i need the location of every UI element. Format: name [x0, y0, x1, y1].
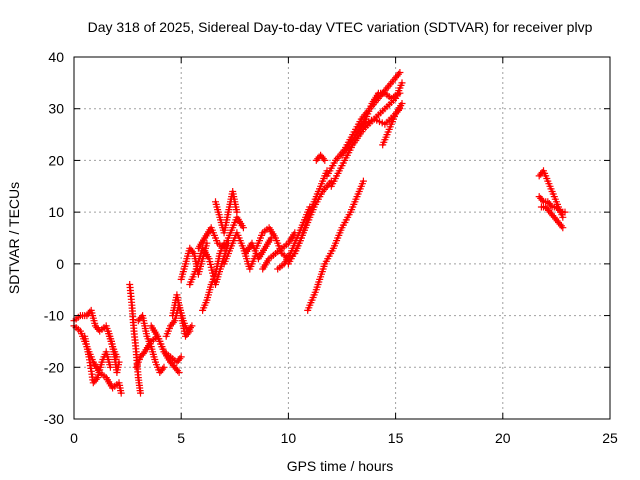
- series-track-22: [291, 167, 331, 257]
- series-track-32: [537, 203, 567, 232]
- series-track-31: [535, 193, 569, 216]
- y-tick-label: 0: [56, 256, 64, 272]
- series-track-5: [126, 281, 144, 397]
- plus-markers: [199, 239, 228, 314]
- series-track-18: [252, 224, 292, 263]
- x-tick-label: 5: [177, 430, 185, 446]
- x-tick-label: 0: [70, 430, 78, 446]
- plus-markers: [259, 229, 299, 273]
- series-track-15: [212, 188, 241, 237]
- plus-markers: [134, 312, 168, 376]
- y-tick-label: 10: [48, 204, 64, 220]
- series-track-4: [104, 327, 123, 376]
- x-tick-label: 20: [495, 430, 511, 446]
- x-tick-label: 10: [281, 430, 297, 446]
- plus-markers: [535, 193, 569, 216]
- plus-markers: [104, 327, 123, 376]
- x-tick-label: 25: [602, 430, 618, 446]
- axis-ticks: 0 5 10 15 20 25 -30 -20 -10 0 10 20 30 40: [44, 49, 618, 446]
- plus-markers: [312, 151, 329, 164]
- plus-markers: [169, 291, 194, 340]
- y-tick-label: -20: [44, 359, 64, 375]
- series-track-8: [147, 322, 183, 376]
- y-tick-label: -30: [44, 411, 64, 427]
- y-tick-label: 20: [48, 152, 64, 168]
- data-points: [70, 69, 569, 397]
- plus-markers: [304, 177, 367, 314]
- series-track-7: [134, 312, 168, 376]
- plus-markers: [212, 188, 241, 237]
- x-axis-label: GPS time / hours: [287, 458, 394, 474]
- series-track-19: [259, 229, 299, 273]
- plus-markers: [537, 203, 567, 232]
- series-track-14: [199, 239, 228, 314]
- plot-frame: [73, 56, 611, 420]
- series-track-28: [355, 89, 404, 133]
- plus-markers: [81, 332, 114, 387]
- plus-markers: [126, 281, 144, 397]
- series-track-29: [379, 105, 404, 149]
- series-track-10: [169, 291, 194, 340]
- y-tick-label: 40: [48, 49, 64, 65]
- plus-markers: [355, 89, 404, 133]
- y-tick-label: 30: [48, 101, 64, 117]
- series-track-16: [220, 229, 260, 273]
- y-axis-label: SDTVAR / TECUs: [6, 182, 22, 294]
- y-tick-label: -10: [44, 308, 64, 324]
- series-track-3: [81, 332, 114, 387]
- series-track-24: [312, 151, 329, 164]
- plus-markers: [220, 229, 260, 273]
- x-tick-label: 15: [388, 430, 404, 446]
- chart-title: Day 318 of 2025, Sidereal Day-to-day VTE…: [88, 19, 593, 35]
- plus-markers: [291, 167, 331, 257]
- plus-markers: [379, 105, 404, 149]
- plus-markers: [147, 322, 183, 376]
- series-track-23: [304, 177, 367, 314]
